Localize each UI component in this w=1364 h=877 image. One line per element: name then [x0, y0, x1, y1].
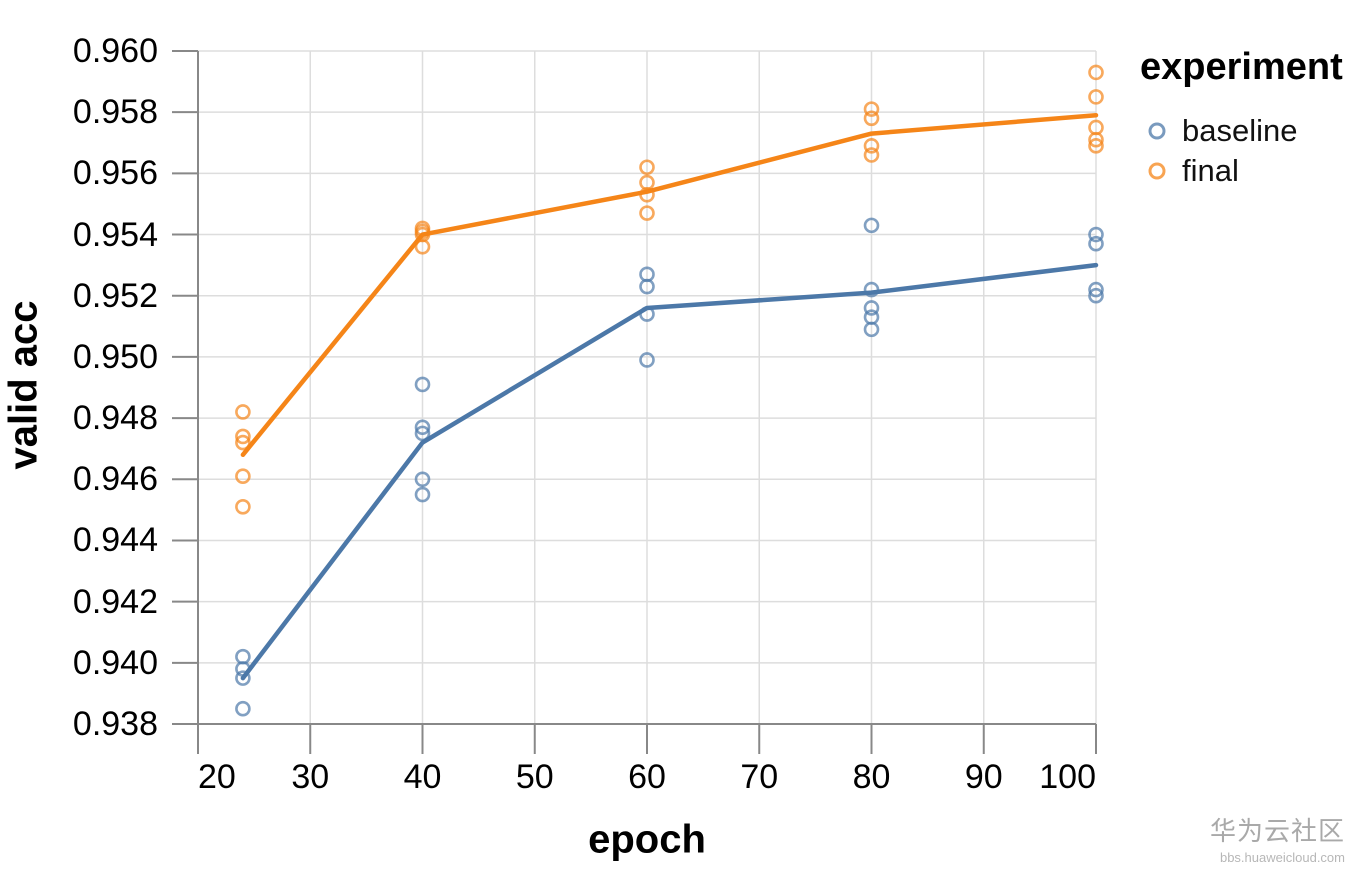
legend-item-baseline: baseline: [1146, 111, 1343, 151]
legend-title: experiment: [1140, 46, 1343, 88]
baseline-marker-icon: [1148, 122, 1166, 140]
data-point-final: [863, 138, 880, 154]
x-tick-label: 80: [852, 758, 891, 796]
legend: experiment baseline final: [1140, 46, 1343, 191]
watermark-url: bbs.huaweicloud.com: [1219, 850, 1345, 865]
data-point-baseline: [235, 661, 251, 677]
y-tick-label: 0.952: [72, 276, 158, 315]
data-point-baseline: [863, 281, 880, 298]
watermark-title: 华为云社区: [1209, 816, 1345, 846]
y-tick-label: 0.958: [72, 93, 158, 132]
final-marker-icon: [1148, 162, 1166, 180]
data-point-baseline: [863, 300, 880, 316]
y-tick-label: 0.960: [72, 32, 158, 70]
y-tick-label: 0.954: [72, 215, 158, 254]
y-tick-label: 0.956: [72, 154, 158, 193]
x-tick-label: 70: [740, 758, 779, 796]
x-tick-label: 30: [291, 758, 330, 796]
y-tick-label: 0.946: [72, 460, 158, 499]
data-point-baseline: [414, 425, 431, 442]
y-tick-label: 0.942: [72, 582, 158, 621]
data-point-final: [235, 404, 251, 420]
legend-label-final: final: [1182, 153, 1239, 188]
data-point-baseline: [863, 217, 880, 234]
watermark: 华为云社区 bbs.huaweicloud.com: [1210, 811, 1345, 865]
data-point-final: [235, 499, 251, 515]
data-point-final: [863, 110, 880, 127]
y-tick-label: 0.948: [72, 399, 158, 438]
data-point-final: [414, 238, 431, 255]
data-point-baseline: [1088, 281, 1104, 298]
data-point-final: [863, 147, 880, 163]
data-point-baseline: [639, 278, 655, 295]
data-point-final: [1088, 64, 1104, 81]
data-point-baseline: [414, 376, 431, 393]
x-tick-label: 90: [964, 758, 1003, 796]
data-point-final: [639, 205, 655, 221]
trend-line-final: [240, 112, 1099, 458]
y-tick-label: 0.940: [72, 643, 158, 682]
data-point-baseline: [414, 419, 431, 436]
data-point-final: [1088, 138, 1104, 154]
data-point-baseline: [639, 352, 655, 368]
x-tick-label: 100: [1039, 758, 1096, 796]
x-axis-title: epoch: [588, 817, 706, 862]
data-point-baseline: [414, 471, 431, 488]
x-tick-label: 40: [403, 758, 442, 796]
data-point-baseline: [235, 700, 251, 717]
y-tick-label: 0.950: [72, 337, 158, 376]
data-point-final: [235, 434, 251, 451]
data-point-baseline: [639, 306, 655, 322]
data-point-baseline: [414, 486, 431, 503]
legend-item-final: final: [1146, 151, 1343, 191]
data-point-final: [863, 101, 880, 117]
data-point-final: [1088, 131, 1104, 148]
legend-label-baseline: baseline: [1182, 113, 1298, 148]
data-point-final: [1088, 89, 1104, 105]
y-tick-label: 0.944: [72, 521, 158, 560]
y-axis-title: valid acc: [1, 300, 46, 470]
data-point-final: [639, 159, 655, 176]
data-point-final: [235, 468, 251, 485]
data-point-baseline: [863, 321, 880, 338]
data-point-baseline: [1088, 226, 1104, 243]
x-tick-label: 20: [198, 758, 236, 796]
data-point-final: [235, 428, 251, 445]
trend-line-baseline: [240, 262, 1099, 681]
data-point-baseline: [1088, 235, 1104, 252]
x-tick-label: 60: [628, 758, 666, 796]
data-point-baseline: [1088, 287, 1104, 304]
y-tick-label: 0.938: [72, 705, 158, 743]
data-point-final: [639, 186, 655, 203]
data-point-baseline: [235, 670, 251, 686]
x-tick-label: 50: [515, 758, 554, 796]
